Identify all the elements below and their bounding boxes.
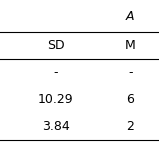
Text: 10.29: 10.29: [38, 93, 73, 106]
Text: A: A: [126, 10, 135, 23]
Text: -: -: [128, 66, 133, 79]
Text: 2: 2: [126, 120, 134, 133]
Text: 3.84: 3.84: [42, 120, 69, 133]
Text: M: M: [125, 39, 136, 52]
Text: SD: SD: [47, 39, 64, 52]
Text: -: -: [53, 66, 58, 79]
Text: 6: 6: [126, 93, 134, 106]
